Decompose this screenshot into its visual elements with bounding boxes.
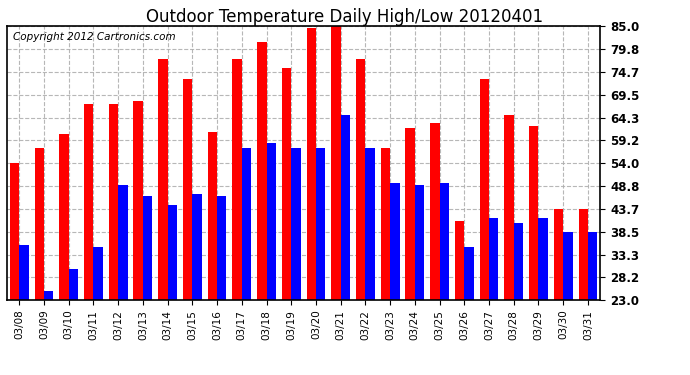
Bar <box>282 68 291 300</box>
Bar <box>69 269 78 300</box>
Bar <box>168 205 177 300</box>
Bar <box>193 194 201 300</box>
Bar <box>504 114 514 300</box>
Bar <box>133 101 143 300</box>
Bar <box>331 26 341 300</box>
Bar <box>356 59 366 300</box>
Bar <box>563 231 573 300</box>
Bar <box>316 148 326 300</box>
Bar <box>464 247 474 300</box>
Bar <box>554 210 563 300</box>
Bar <box>406 128 415 300</box>
Bar <box>59 134 69 300</box>
Bar <box>440 183 449 300</box>
Bar <box>588 231 598 300</box>
Bar <box>381 148 390 300</box>
Bar <box>118 185 128 300</box>
Bar <box>93 247 103 300</box>
Bar <box>306 28 316 300</box>
Bar <box>233 59 241 300</box>
Bar <box>430 123 440 300</box>
Bar <box>84 104 93 300</box>
Bar <box>44 291 53 300</box>
Text: Outdoor Temperature Daily High/Low 20120401: Outdoor Temperature Daily High/Low 20120… <box>146 8 544 26</box>
Bar <box>266 143 276 300</box>
Bar <box>415 185 424 300</box>
Bar <box>257 42 266 300</box>
Text: Copyright 2012 Cartronics.com: Copyright 2012 Cartronics.com <box>13 32 175 42</box>
Bar <box>514 223 523 300</box>
Bar <box>341 114 350 300</box>
Bar <box>10 163 19 300</box>
Bar <box>529 126 538 300</box>
Bar <box>455 220 464 300</box>
Bar <box>34 148 44 300</box>
Bar <box>538 218 548 300</box>
Bar <box>158 59 168 300</box>
Bar <box>217 196 226 300</box>
Bar <box>480 79 489 300</box>
Bar <box>489 218 498 300</box>
Bar <box>366 148 375 300</box>
Bar <box>241 148 251 300</box>
Bar <box>291 148 301 300</box>
Bar <box>208 132 217 300</box>
Bar <box>390 183 400 300</box>
Bar <box>143 196 152 300</box>
Bar <box>183 79 193 300</box>
Bar <box>19 245 29 300</box>
Bar <box>578 210 588 300</box>
Bar <box>109 104 118 300</box>
